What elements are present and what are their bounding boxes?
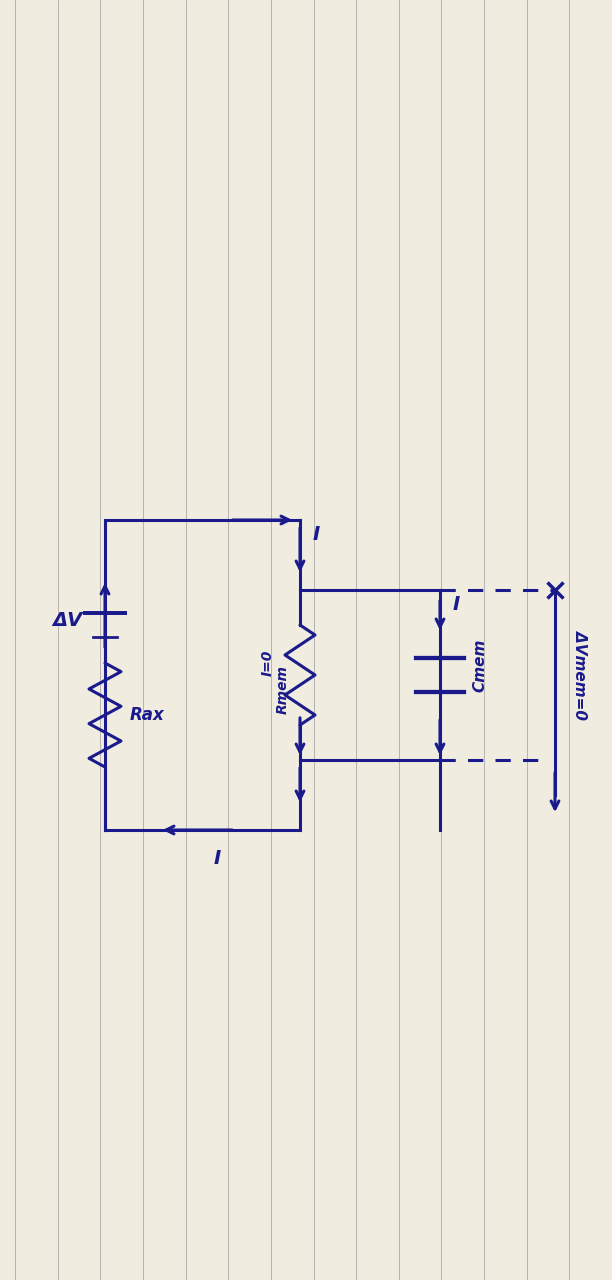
Text: I=0: I=0 [261, 650, 275, 676]
Text: I: I [453, 595, 460, 614]
Text: ΔVmem=0: ΔVmem=0 [573, 631, 588, 719]
Text: Cmem: Cmem [472, 639, 487, 691]
Text: I: I [313, 526, 320, 544]
Text: Rax: Rax [130, 707, 165, 724]
Text: I: I [214, 849, 221, 868]
Text: Rmem: Rmem [276, 666, 290, 714]
Text: ΔV: ΔV [52, 611, 82, 630]
